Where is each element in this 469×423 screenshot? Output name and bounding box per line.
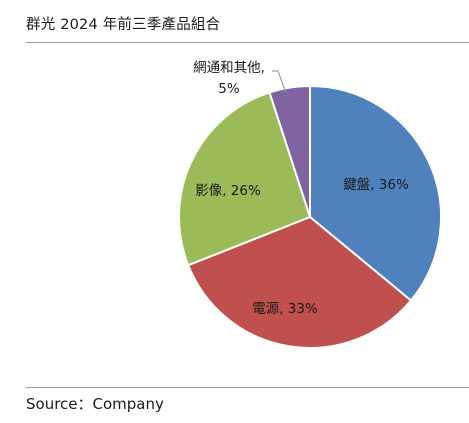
slice-label-4-line-2: 5% [218,81,240,97]
top-divider [26,42,469,43]
slice-label-3: 影像, 26% [195,183,261,199]
pie-slice-3 [178,91,311,267]
source-note: Source：Company [26,395,164,413]
pie-slice-2 [187,216,412,349]
pie-labels: 鍵盤, 36% 電源, 33% 影像, 26% 網通和其他, 5% [193,60,409,317]
pie-slice-1 [309,85,442,302]
slice-label-4-line-1: 網通和其他, [193,60,265,76]
pie-slices [178,85,442,349]
slice-label-1: 鍵盤, 36% [343,177,409,193]
slice-label-2: 電源, 33% [252,301,318,317]
bottom-divider [26,387,469,388]
chart-title: 群光 2024 年前三季產品組合 [26,17,221,33]
leader-line [272,70,287,94]
pie-slice-4 [268,85,311,218]
